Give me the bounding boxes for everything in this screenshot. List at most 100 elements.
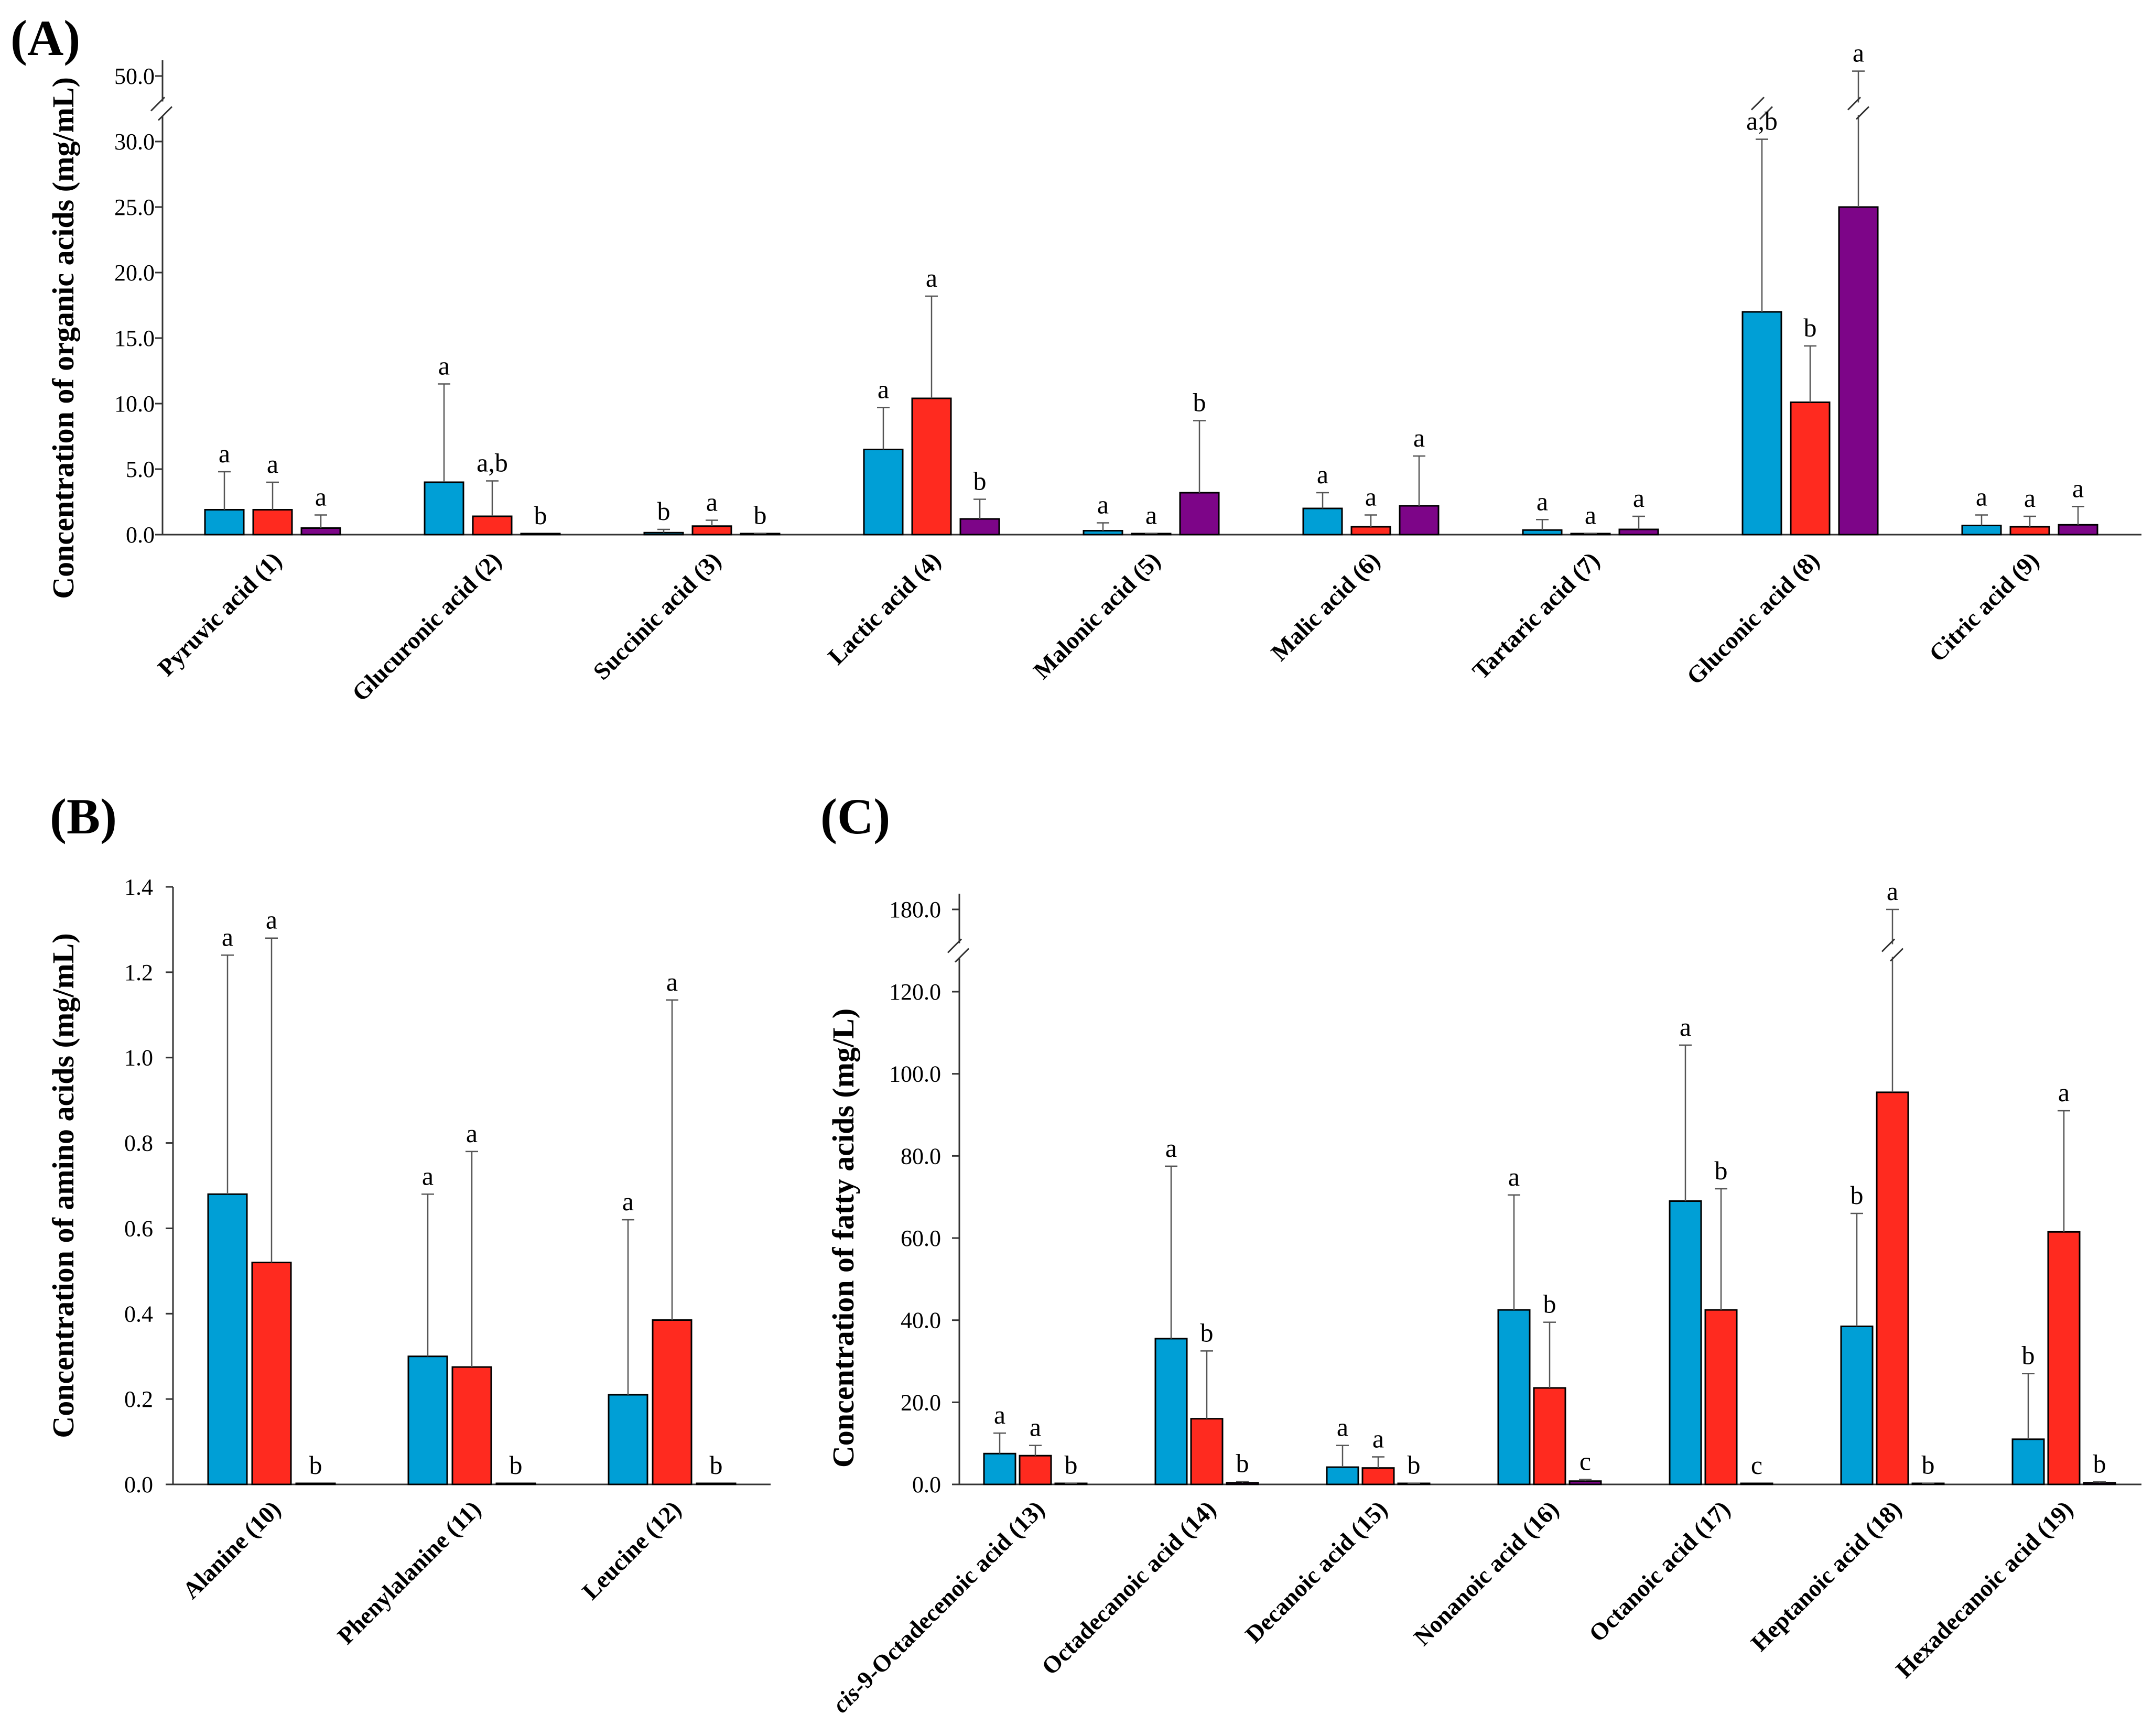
y-tick-label: 1.0	[124, 1045, 153, 1071]
bar	[1019, 1455, 1052, 1485]
category-label: Decanoic acid (15)	[1240, 1495, 1392, 1648]
significance-letter: a	[1165, 1133, 1177, 1163]
y-tick-label: 5.0	[126, 457, 155, 482]
significance-letter: b	[1193, 388, 1206, 417]
bar	[608, 1394, 648, 1485]
bar	[207, 1193, 248, 1485]
bar	[1568, 1480, 1602, 1485]
chart-a: 0.0 5.0 10.0 15.0 20.0 25.0 30.0 50.0 Concentrat…	[46, 38, 2141, 707]
y-tick-label: 20.0	[114, 260, 155, 286]
axis-break-mark	[947, 938, 962, 953]
bar	[652, 1319, 693, 1485]
significance-letter: a,b	[477, 448, 508, 478]
chart-c: 0.0 20.0 40.0 60.0 80.0 100.0 120.0 180.0 Concen…	[826, 876, 2141, 1718]
significance-letter: a	[267, 449, 278, 479]
bar	[2083, 1482, 2116, 1485]
bar	[691, 525, 732, 536]
bar	[1302, 507, 1343, 536]
bar-break-mask	[1849, 102, 1868, 115]
y-axis-label: Concentration of fatty acids (mg/L)	[826, 1008, 860, 1468]
panel-b: (B)	[50, 788, 117, 844]
significance-letter: a	[1887, 876, 1898, 906]
axis-break-mark	[954, 948, 970, 963]
significance-letter: a	[1976, 482, 1987, 512]
y-tick-label: 0.4	[124, 1301, 153, 1327]
y-tick-label: 25.0	[114, 194, 155, 220]
significance-letter: a	[219, 439, 230, 468]
category-label: Pyruvic acid (1)	[153, 547, 287, 681]
category-label: Malonic acid (5)	[1028, 547, 1165, 684]
bar	[1226, 1482, 1259, 1485]
significance-letter: a	[266, 905, 277, 935]
significance-letter: a	[1030, 1413, 1041, 1442]
bar	[863, 449, 904, 536]
bar	[959, 518, 1000, 536]
bar-break-mark	[1889, 948, 1904, 962]
bar-break-mark	[1759, 106, 1773, 120]
category-label: Octadecanoic acid (14)	[1036, 1495, 1221, 1680]
significance-letter: b	[1804, 313, 1817, 342]
bar	[2009, 526, 2050, 536]
bar	[495, 1482, 536, 1485]
y-tick-label: 60.0	[901, 1225, 941, 1251]
category-label: Citric acid (9)	[1924, 547, 2044, 667]
category-label: cis-9-Octadecenoic acid (13)	[827, 1495, 1050, 1718]
bar	[696, 1482, 737, 1485]
y-axis-label: Concentration of amino acids (mg/mL)	[46, 933, 80, 1438]
y-tick-label: 15.0	[114, 326, 155, 351]
significance-letter: b	[754, 501, 767, 530]
bar	[1741, 311, 1782, 536]
bar	[295, 1482, 336, 1485]
bar	[1497, 1309, 1531, 1485]
bar	[1790, 402, 1831, 536]
y-tick-label: 0.8	[124, 1131, 153, 1156]
significance-letter: a	[1365, 482, 1377, 512]
significance-letter: b	[1715, 1156, 1728, 1185]
bar	[1179, 492, 1220, 536]
category-label: Nonanoic acid (16)	[1409, 1495, 1564, 1651]
significance-letter: a	[994, 1400, 1005, 1429]
significance-letter: a	[1537, 486, 1548, 516]
significance-letter: b	[2093, 1449, 2106, 1478]
category-label: Alanine (10)	[177, 1495, 286, 1604]
axis-break-mark	[157, 106, 173, 121]
category-label: Octanoic acid (17)	[1584, 1495, 1735, 1647]
significance-letter: b	[534, 501, 547, 530]
significance-letter: b	[1543, 1289, 1556, 1319]
bar-break-mark	[1881, 938, 1896, 952]
y-tick-label: 0.6	[124, 1216, 153, 1241]
significance-letter: b	[510, 1450, 523, 1480]
y-tick-label: 50.0	[114, 63, 155, 89]
y-tick-label: 180.0	[889, 897, 941, 923]
category-label: Lactic acid (4)	[823, 547, 946, 670]
panel-label-a: (A)	[10, 10, 80, 66]
y-tick-label: 40.0	[901, 1308, 941, 1333]
significance-letter: a	[666, 967, 678, 996]
bar	[252, 509, 293, 536]
bar-break-mark	[1750, 96, 1765, 111]
significance-letter: a	[1585, 501, 1596, 530]
significance-letter: a	[1097, 490, 1109, 519]
bar	[1838, 206, 1879, 536]
category-label: Tartaric acid (7)	[1467, 547, 1605, 685]
significance-letter: b	[1200, 1318, 1214, 1347]
significance-letter: a	[315, 482, 327, 512]
category-label: Heptanoic acid (18)	[1746, 1495, 1907, 1656]
chart-b: 0.0 0.2 0.4 0.6 0.8 1.0 1.2 1.4 Concentration of…	[46, 874, 771, 1650]
bar	[1669, 1200, 1702, 1485]
significance-letter: c	[1579, 1447, 1591, 1476]
significance-letter: b	[2022, 1341, 2035, 1370]
y-tick-label: 1.4	[124, 874, 153, 900]
significance-letter: a	[438, 351, 450, 381]
bar	[1350, 526, 1391, 536]
bar	[1961, 525, 2002, 536]
significance-letter: a	[466, 1119, 478, 1148]
y-tick-label: 30.0	[114, 129, 155, 155]
bar	[520, 533, 561, 536]
significance-letter: b	[1065, 1450, 1078, 1480]
bar	[2058, 524, 2098, 536]
bar	[1533, 1387, 1566, 1485]
bar	[300, 527, 341, 536]
y-tick-label: 1.2	[124, 960, 153, 985]
